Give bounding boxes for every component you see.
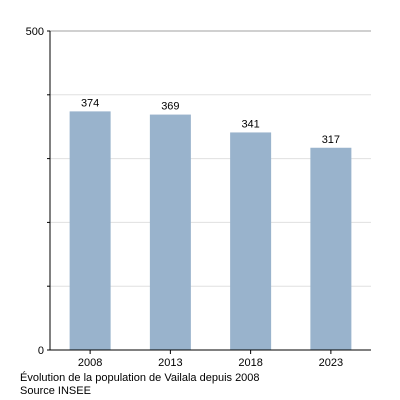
bar-2023 (310, 147, 352, 350)
data-label-2008: 374 (81, 97, 99, 109)
y-ticks: 0 500 (26, 26, 50, 357)
bars (69, 111, 352, 350)
data-labels: 374 369 341 317 (81, 97, 340, 145)
chart-caption-title: Évolution de la population de Vailala de… (20, 372, 260, 384)
data-label-2018: 341 (241, 118, 259, 130)
data-label-2023: 317 (322, 134, 340, 146)
bar-2013 (149, 114, 191, 350)
chart-caption-source: Source INSEE (20, 385, 91, 397)
bar-2008 (69, 111, 111, 350)
x-tick-label-2023: 2023 (319, 357, 343, 369)
data-label-2013: 369 (161, 101, 179, 113)
x-tick-label-2018: 2018 (238, 357, 262, 369)
y-tick-label-500: 500 (26, 26, 44, 38)
y-tick-label-0: 0 (38, 345, 44, 357)
x-tick-label-2013: 2013 (158, 357, 182, 369)
x-ticks: 2008 2013 2018 2023 (78, 350, 343, 369)
bar-2018 (230, 132, 272, 350)
x-tick-label-2008: 2008 (78, 357, 102, 369)
